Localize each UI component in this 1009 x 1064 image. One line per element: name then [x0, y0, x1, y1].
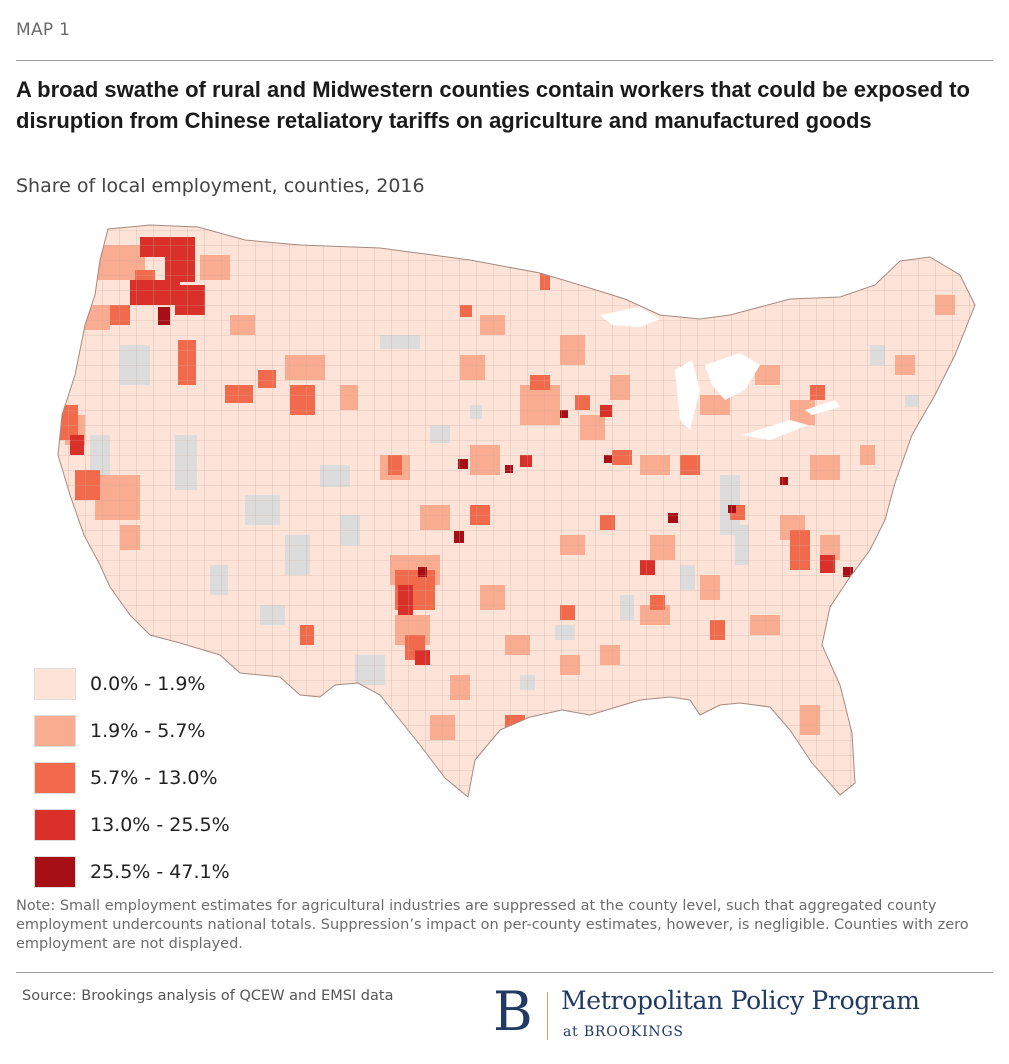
top-divider — [16, 60, 993, 61]
program-name: Metropolitan Policy Program — [561, 986, 920, 1015]
great-lakes — [600, 307, 840, 440]
legend-item: 0.0% - 1.9% — [34, 660, 230, 707]
legend-label: 5.7% - 13.0% — [90, 766, 218, 789]
footnote: Note: Small employment estimates for agr… — [16, 898, 969, 952]
legend-swatch — [34, 714, 76, 747]
legend-item: 1.9% - 5.7% — [34, 707, 230, 754]
map-subtitle: Share of local employment, counties, 201… — [16, 175, 425, 197]
logo-separator — [547, 992, 548, 1040]
legend-label: 25.5% - 47.1% — [90, 860, 230, 883]
map-title: A broad swathe of rural and Midwestern c… — [16, 77, 970, 133]
legend-swatch — [34, 808, 76, 841]
map-label: MAP 1 — [16, 20, 71, 40]
legend-label: 1.9% - 5.7% — [90, 719, 206, 742]
legend-label: 13.0% - 25.5% — [90, 813, 230, 836]
map-legend: 0.0% - 1.9% 1.9% - 5.7% 5.7% - 13.0% 13.… — [34, 660, 230, 895]
legend-swatch — [34, 855, 76, 888]
legend-swatch — [34, 667, 76, 700]
program-affiliation: at BROOKINGS — [563, 1024, 684, 1040]
legend-label: 0.0% - 1.9% — [90, 672, 206, 695]
source-line: Source: Brookings analysis of QCEW and E… — [22, 988, 394, 1004]
county-fill-layer — [58, 225, 975, 797]
legend-item: 5.7% - 13.0% — [34, 754, 230, 801]
legend-swatch — [34, 761, 76, 794]
legend-item: 25.5% - 47.1% — [34, 848, 230, 895]
brookings-logo: B Metropolitan Policy Program at BROOKIN… — [493, 982, 993, 1046]
legend-item: 13.0% - 25.5% — [34, 801, 230, 848]
bottom-divider — [16, 972, 993, 973]
us-border — [57, 224, 976, 798]
us-county-map — [57, 224, 976, 798]
brookings-b-logo: B — [493, 980, 533, 1043]
